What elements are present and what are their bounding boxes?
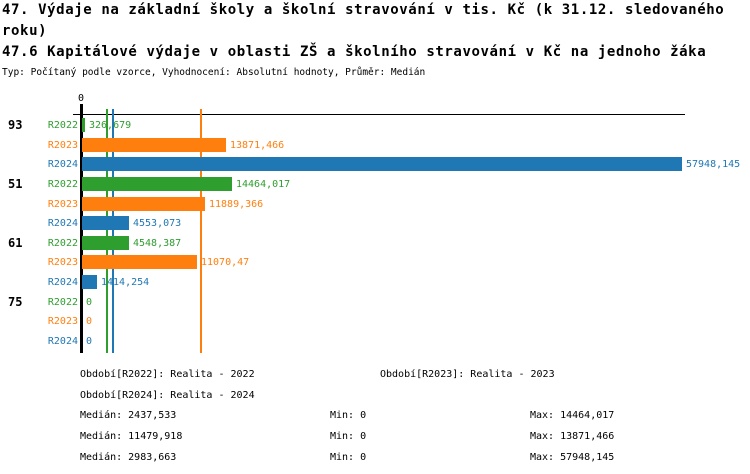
bar-value-label: 14464,017 [236,179,291,190]
group-label-93: 93 [8,118,23,132]
bar-61-r2024[interactable] [82,275,97,289]
chart-subtitle-indicator: 47.6 Kapitálové výdaje v oblasti ZŠ a šk… [2,44,707,60]
bar-93-r2022[interactable] [82,118,85,132]
bar-51-r2023[interactable] [82,197,205,211]
group-label-51: 51 [8,177,23,191]
stat-median-r2024: Medián: 2983,663 [80,452,177,463]
x-axis-line [73,114,685,115]
bar-51-r2024[interactable] [82,216,129,230]
bar-value-label: 326,679 [89,120,132,131]
legend-item-r2023: Období[R2023]: Realita - 2023 [380,369,555,380]
stat-min-r2023: Min: 0 [330,431,367,442]
stat-max-r2024: Max: 57948,145 [530,452,615,463]
series-label-r2023: R2023 [47,140,78,151]
stat-median-r2023: Medián: 11479,918 [80,431,183,442]
bar-value-label: 13871,466 [230,140,285,151]
bar-value-label: 0 [86,336,93,347]
stat-max-r2023: Max: 13871,466 [530,431,615,442]
bar-93-r2024[interactable] [82,157,682,171]
bar-value-label: 0 [86,297,93,308]
page-title-line1: 47. Výdaje na základní školy a školní st… [2,2,725,18]
bar-value-label: 0 [86,316,93,327]
series-label-r2022: R2022 [47,238,78,249]
stat-min-r2024: Min: 0 [330,452,367,463]
legend-item-r2022: Období[R2022]: Realita - 2022 [80,369,255,380]
stat-min-r2022: Min: 0 [330,410,367,421]
x-axis-zero-tick-label: 0 [77,93,85,104]
series-label-r2023: R2023 [47,199,78,210]
series-label-r2023: R2023 [47,257,78,268]
series-label-r2024: R2024 [47,336,78,347]
bar-51-r2022[interactable] [82,177,232,191]
bar-value-label: 4548,387 [133,238,182,249]
bar-value-label: 1414,254 [101,277,150,288]
stat-median-r2022: Medián: 2437,533 [80,410,177,421]
page-title-line2: roku) [2,23,48,39]
series-label-r2024: R2024 [47,218,78,229]
bar-93-r2023[interactable] [82,138,226,152]
chart-type-info: Typ: Počítaný podle vzorce, Vyhodnocení:… [2,67,426,78]
series-label-r2022: R2022 [47,297,78,308]
median-line-r2024 [112,109,114,353]
bar-value-label: 57948,145 [686,159,741,170]
bar-61-r2022[interactable] [82,236,129,250]
series-label-r2024: R2024 [47,159,78,170]
series-label-r2023: R2023 [47,316,78,327]
median-line-r2022 [106,109,108,353]
bar-value-label: 11889,366 [209,199,264,210]
group-label-75: 75 [8,295,23,309]
stat-max-r2022: Max: 14464,017 [530,410,615,421]
series-label-r2022: R2022 [47,120,78,131]
bar-value-label: 4553,073 [133,218,182,229]
bar-value-label: 11070,47 [201,257,250,268]
series-label-r2024: R2024 [47,277,78,288]
bar-61-r2023[interactable] [82,255,197,269]
group-label-61: 61 [8,236,23,250]
y-axis-zero-line [80,104,83,353]
legend-item-r2024: Období[R2024]: Realita - 2024 [80,390,255,401]
series-label-r2022: R2022 [47,179,78,190]
median-line-r2023 [200,109,202,353]
